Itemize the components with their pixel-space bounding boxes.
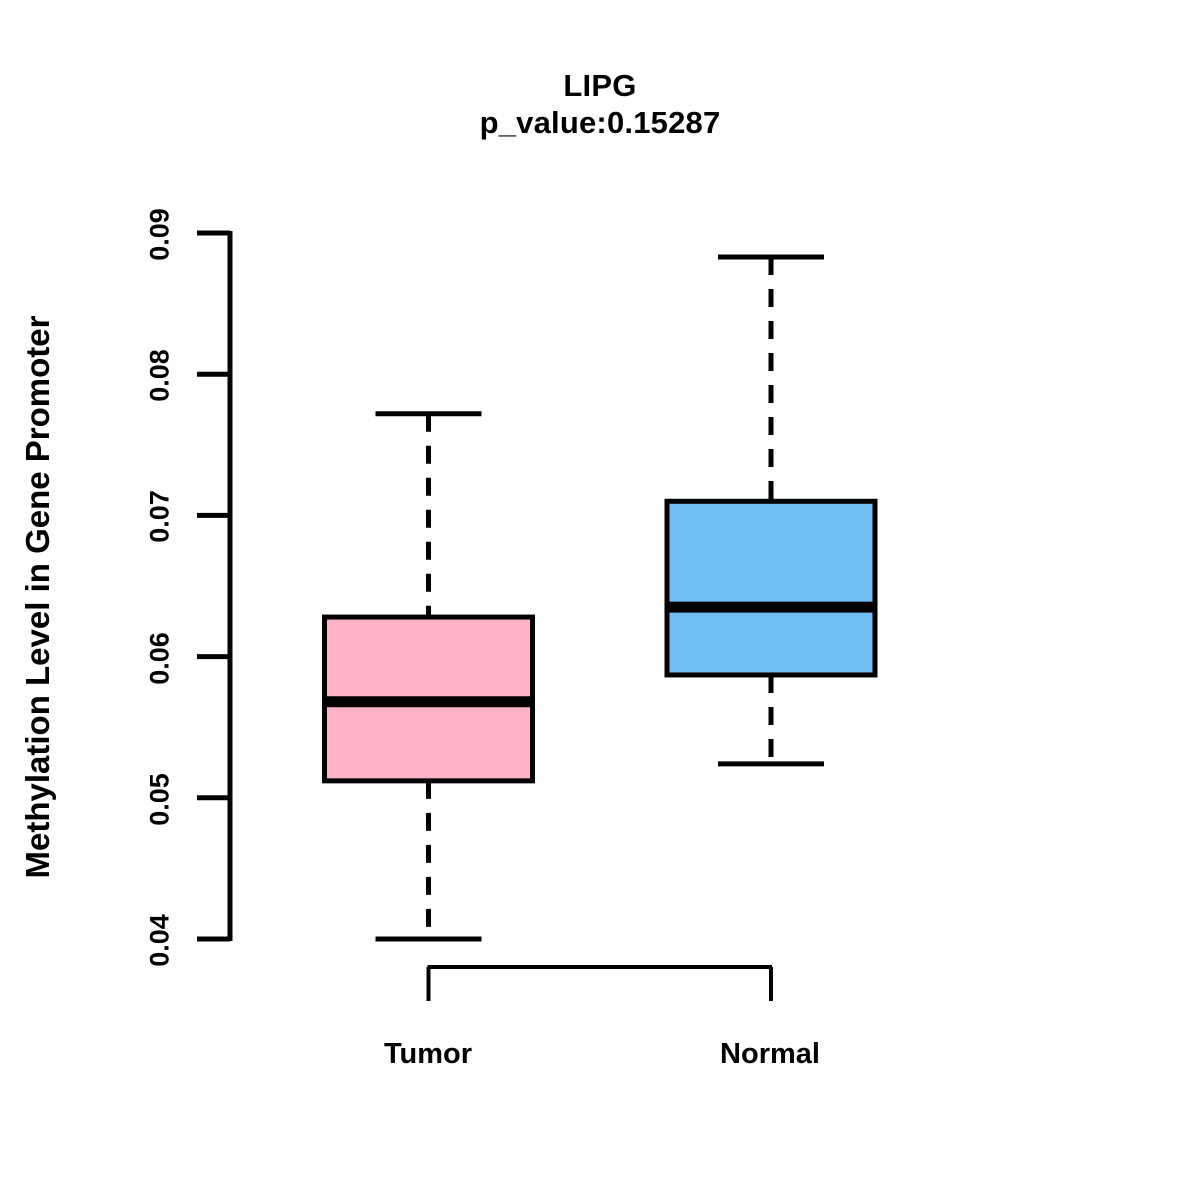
box-rect-normal[interactable] bbox=[664, 498, 878, 678]
chart-subtitle-pvalue: p_value:0.15287 bbox=[479, 104, 721, 140]
box-group-tumor bbox=[322, 411, 535, 942]
axes-layer bbox=[197, 230, 773, 1001]
boxes-layer bbox=[322, 254, 878, 942]
x-tick-label-normal: Normal bbox=[720, 1038, 820, 1070]
chart-title-block: LIPG p_value:0.15287 bbox=[0, 68, 1200, 141]
box-group-normal bbox=[664, 254, 878, 767]
chart-title: LIPG bbox=[563, 68, 637, 103]
x-tick-label-tumor: Tumor bbox=[383, 1038, 473, 1070]
